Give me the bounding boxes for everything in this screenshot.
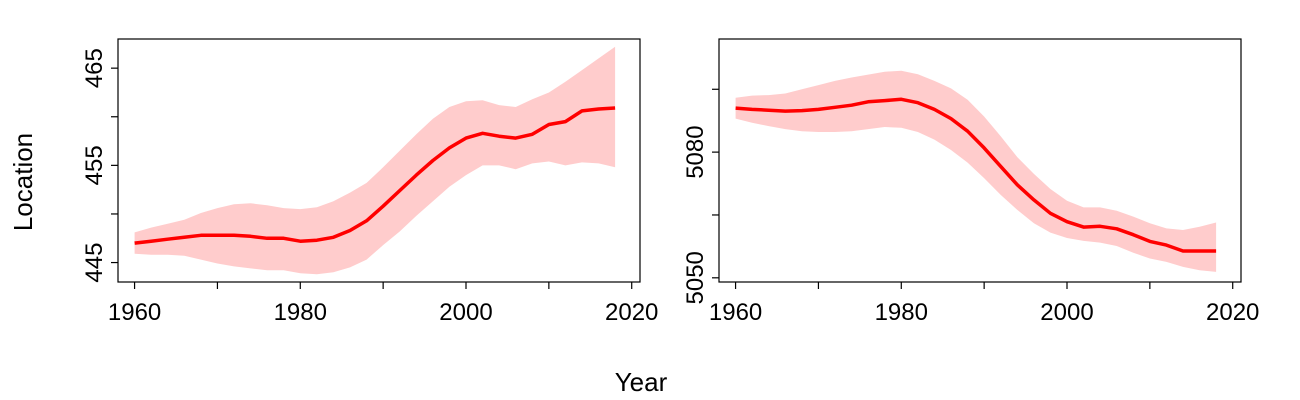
- panel-1-frame: [117, 38, 641, 283]
- panel-2-xtick-label: 2020: [1206, 299, 1259, 326]
- panel-1-xtick-label: 1960: [108, 299, 161, 326]
- panel-2-ytick-label: 5050: [682, 251, 709, 304]
- panel-2-xtick-label: 1960: [709, 299, 762, 326]
- panel-2-xtick-label: 1980: [875, 299, 928, 326]
- panel-1-ytick-label: 455: [81, 145, 108, 185]
- shared-xlabel: Year: [615, 367, 668, 397]
- panel-1-confidence-band: [134, 46, 616, 275]
- panel-2-ytick-label: 5080: [682, 125, 709, 178]
- panel-1-ytick-label: 465: [81, 48, 108, 88]
- panel-1-xtick-label: 1980: [274, 299, 327, 326]
- panel-1-ytick-label: 445: [81, 243, 108, 283]
- panel-2-series-line: [735, 97, 1217, 253]
- panel-2-xtick-label: 2000: [1040, 299, 1093, 326]
- panel-1-xtick-label: 2000: [439, 299, 492, 326]
- panel-1-xtick-label: 2020: [605, 299, 658, 326]
- shared-ylabel: Location: [8, 133, 38, 231]
- panel-2-frame: [718, 38, 1242, 283]
- panel-2-confidence-band: [735, 70, 1217, 272]
- panel-1-series-line: [134, 106, 616, 245]
